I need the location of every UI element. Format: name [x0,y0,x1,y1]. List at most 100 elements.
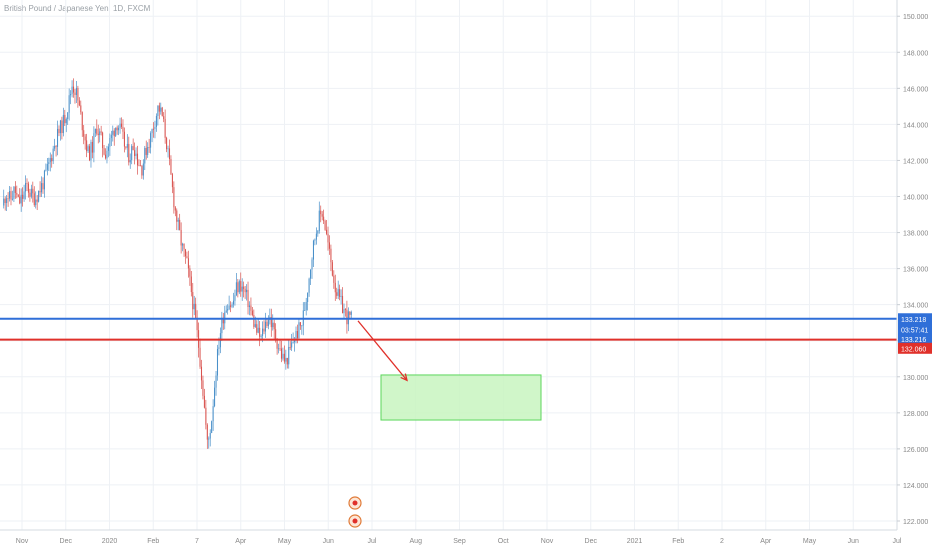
x-tick-label: Dec [60,538,73,545]
candle-body [46,164,48,170]
price-tags: 133.218 03:57:41 133.216 132.060 [898,313,932,354]
candle-body [283,353,285,362]
event-marker-dot [352,500,358,506]
candle-body [230,305,232,307]
candle-body [131,146,133,161]
candle-body [88,146,91,161]
candle-body [323,216,325,221]
candle-body [241,286,243,292]
candle-body [214,387,216,407]
candle-body [122,126,124,132]
candle-body [41,183,43,193]
candle-body [262,328,264,336]
candle-body [90,141,92,161]
y-tick-label: 140.000 [903,194,928,201]
candle-body [103,148,105,155]
candle-body [182,243,184,246]
candle-body [141,165,143,176]
candle-body [180,230,182,246]
candle-body [96,128,98,134]
candles [3,78,352,449]
candle-body [107,146,109,151]
x-tick-label: Oct [498,538,509,545]
candle-body [61,120,63,134]
candle-body [64,114,66,124]
candle-body [324,220,326,230]
candle-body [189,268,191,277]
candle-body [340,295,342,297]
candle-body [136,153,139,166]
price-tag-bg [898,333,932,345]
candle-body [109,137,111,147]
candle-body [311,259,313,270]
candle-body [19,196,21,204]
candle-body [67,112,69,120]
candle-body [209,432,211,439]
candle-body [343,309,345,314]
candle-body [22,194,24,199]
candle-body [195,303,197,319]
candle-body [337,289,339,296]
projection-arrow[interactable] [357,320,408,382]
candle-body [308,278,310,293]
y-tick-label: 134.000 [903,303,928,310]
candle-body [186,256,188,259]
candle-body [20,194,22,204]
candle-body [289,346,291,348]
y-tick-label: 128.000 [903,411,928,418]
candle-body [58,128,60,134]
x-tick-label: Sep [453,538,466,545]
horizontal-levels[interactable] [0,317,897,341]
target-zone[interactable] [380,374,542,421]
candle-body [280,348,282,359]
candle-body [312,240,314,260]
symbol-title: British Pound / Japanese Yen, 1D, FXCM [4,4,151,13]
candle-body [266,321,268,327]
candle-body [282,353,284,359]
candle-body [225,310,227,313]
candle-body [74,92,76,95]
candle-body [102,132,104,149]
candle-body [216,348,219,376]
y-axis: 150.000 148.000 146.000 144.000 142.000 140.0… [896,0,928,530]
candle-body [221,317,223,334]
candle-body [310,269,312,279]
candle-body [57,128,59,147]
candle-body [256,324,258,333]
candle-body [260,335,262,337]
candle-body [118,127,120,131]
candle-body [73,86,75,93]
candle-body [132,146,134,151]
candle-body [36,199,38,202]
candle-body [14,186,16,193]
candle-body [154,126,156,130]
candle-body [232,300,235,305]
candle-body [155,115,157,127]
candle-body [208,438,210,440]
candle-body [273,322,275,330]
candle-body [97,133,99,136]
candle-body [78,100,80,106]
candle-body [227,309,229,311]
y-tick-label: 136.000 [903,267,928,274]
event-markers[interactable] [348,496,362,528]
candle-body [237,282,239,293]
candle-body [346,309,348,325]
y-tick-label: 142.000 [903,158,928,165]
x-tick-label: Apr [235,538,247,545]
candle-body [272,322,274,328]
candle-body [151,128,153,134]
candle-body [59,120,61,134]
candle-body [298,322,300,339]
candle-body [139,165,141,167]
candle-body [42,183,44,190]
candle-body [23,191,25,199]
candle-body [147,146,149,155]
candle-body [267,320,269,327]
candle-body [190,276,192,293]
candle-body [71,86,73,95]
candle-body [161,107,163,117]
candle-body [318,210,320,231]
candle-body [94,128,96,134]
